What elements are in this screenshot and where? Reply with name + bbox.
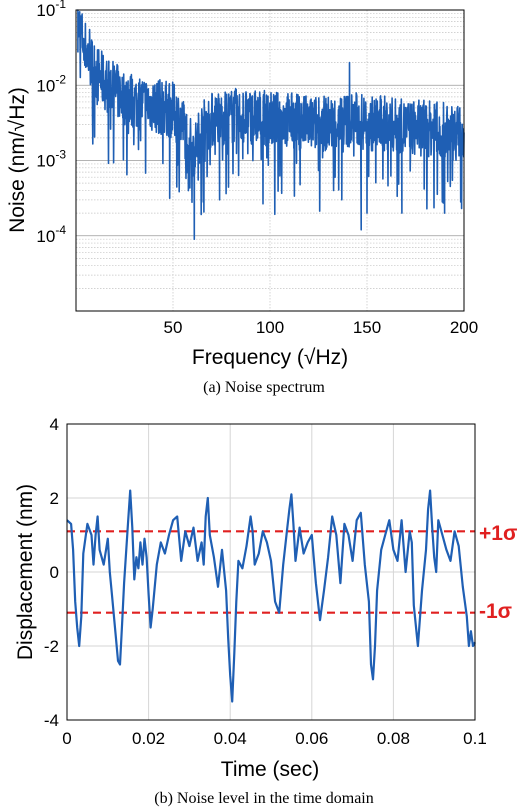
y-tick-label: 10-3 <box>36 148 66 171</box>
x-axis-label-a: Frequency (√Hz) <box>192 346 348 369</box>
y-tick-label: 10-1 <box>36 0 66 20</box>
displacement-series <box>66 489 476 703</box>
plot-frame-b <box>66 423 476 721</box>
x-tick-label: 0.1 <box>463 729 487 748</box>
x-tick-label: 0.08 <box>377 729 410 748</box>
y-tick-label: 0 <box>50 563 59 582</box>
y-tick-label: 10-2 <box>36 72 66 95</box>
x-tick-label: 0.02 <box>132 729 165 748</box>
x-axis-label-b: Time (sec) <box>221 758 319 781</box>
spectrum-line <box>77 9 465 240</box>
x-ticks-a: 50 100 150 200 <box>164 318 479 337</box>
x-tick-label: 50 <box>164 318 183 337</box>
x-tick-label: 0.04 <box>214 729 247 748</box>
plus-sigma-label: +1σ <box>479 522 517 545</box>
x-tick-label: 0.06 <box>295 729 328 748</box>
displacement-line <box>66 489 476 703</box>
y-tick-label: 2 <box>50 489 59 508</box>
x-tick-label: 200 <box>450 318 478 337</box>
noise-spectrum-chart: 10-1 10-2 10-3 10-4 50 100 150 200 Frequency (… <box>6 0 478 396</box>
plot-frame-a <box>75 9 465 312</box>
x-tick-label: 150 <box>353 318 381 337</box>
y-axis-label-a: Noise (nm/√Hz) <box>6 87 29 233</box>
x-tick-label: 0 <box>62 729 71 748</box>
y-tick-label: -2 <box>44 637 59 656</box>
sigma-lines <box>67 530 475 614</box>
time-domain-chart: 4 2 0 -2 -4 0 0.02 0.04 0.06 0.08 0.1 +1σ -1σ Tim… <box>14 415 517 807</box>
y-ticks-b: 4 2 0 -2 -4 <box>44 415 59 730</box>
spectrum-series <box>77 9 465 240</box>
caption-b: (b) Noise level in the time domain <box>154 790 374 807</box>
x-tick-label: 100 <box>256 318 284 337</box>
y-tick-label: 4 <box>50 415 59 434</box>
y-axis-label-b: Displacement (nm) <box>14 484 37 660</box>
minus-sigma-label: -1σ <box>479 600 512 623</box>
y-ticks-a: 10-1 10-2 10-3 10-4 <box>36 0 66 246</box>
caption-a: (a) Noise spectrum <box>203 379 325 396</box>
y-tick-label: -4 <box>44 711 59 730</box>
x-ticks-b: 0 0.02 0.04 0.06 0.08 0.1 <box>62 729 487 748</box>
y-tick-label: 10-4 <box>36 223 66 246</box>
